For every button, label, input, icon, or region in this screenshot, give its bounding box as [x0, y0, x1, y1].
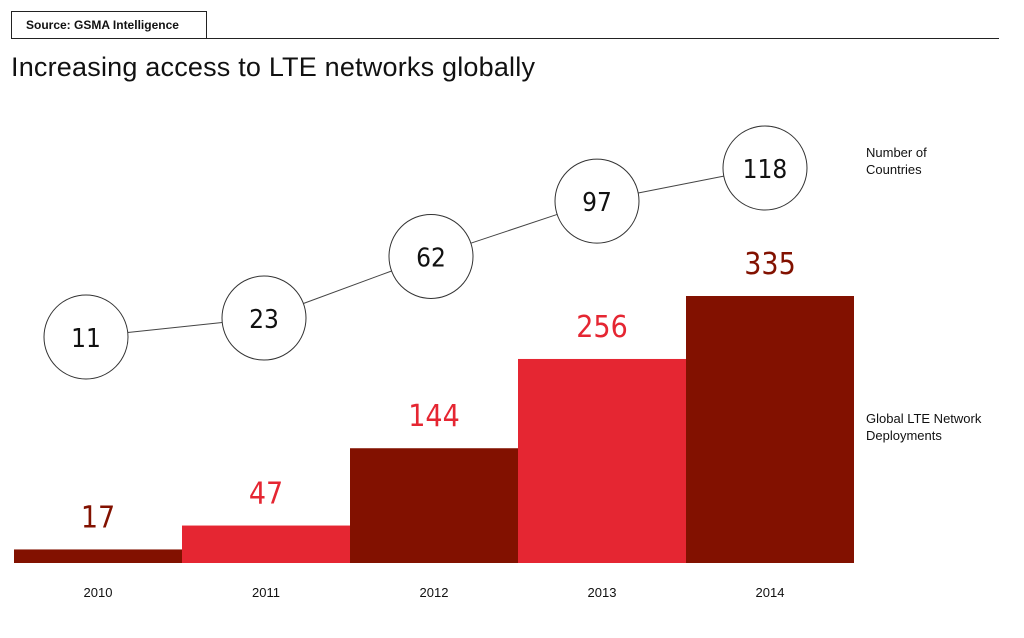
bar-2012 — [350, 448, 518, 563]
x-tick-label-2011: 2011 — [252, 585, 280, 600]
countries-bubble-2012 — [388, 213, 474, 299]
x-axis: 2010 2011 2012 2013 2014 — [84, 585, 785, 600]
bar-2011 — [182, 525, 350, 563]
bars-layer — [14, 296, 854, 563]
x-tick-label-2010: 2010 — [84, 585, 113, 600]
chart-title: Increasing access to LTE networks global… — [11, 52, 536, 82]
countries-bubble-2011 — [221, 275, 307, 361]
countries-line-segment-2010-2011 — [127, 321, 223, 334]
legend-global-lte-deployments: Global LTE Network Deployments — [866, 411, 982, 443]
bar-labels-layer: 17 47 144 256 335 — [81, 247, 796, 535]
countries-value-label-2013: 97 — [582, 188, 612, 218]
bar-value-label-2012: 144 — [408, 399, 460, 434]
bar-value-label-2014: 335 — [744, 247, 796, 282]
header-rule — [11, 38, 999, 39]
countries-line-layer — [127, 175, 724, 334]
x-tick-label-2012: 2012 — [420, 585, 449, 600]
countries-value-label-2014: 118 — [743, 155, 788, 185]
bar-2013 — [518, 358, 686, 563]
countries-bubble-2013 — [554, 158, 640, 244]
x-tick-label-2014: 2014 — [756, 585, 785, 600]
x-tick-label-2013: 2013 — [588, 585, 617, 600]
countries-line-segment-2011-2012 — [303, 270, 392, 304]
countries-line-segment-2013-2014 — [638, 175, 724, 194]
countries-bubbles-layer: 11 23 62 97 118 — [43, 125, 808, 380]
countries-value-label-2012: 62 — [416, 243, 446, 273]
countries-bubble-2014 — [722, 125, 808, 211]
legend-number-of-countries: Number of Countries — [866, 145, 927, 177]
bar-2014 — [686, 296, 854, 563]
bar-2010 — [14, 549, 182, 563]
countries-value-label-2011: 23 — [249, 305, 279, 335]
bar-value-label-2011: 47 — [249, 477, 283, 512]
countries-line-segment-2012-2013 — [470, 213, 558, 244]
bar-value-label-2013: 256 — [576, 310, 628, 345]
countries-value-label-2010: 11 — [71, 324, 101, 354]
countries-bubble-2010 — [43, 294, 129, 380]
bar-value-label-2010: 17 — [81, 500, 115, 535]
